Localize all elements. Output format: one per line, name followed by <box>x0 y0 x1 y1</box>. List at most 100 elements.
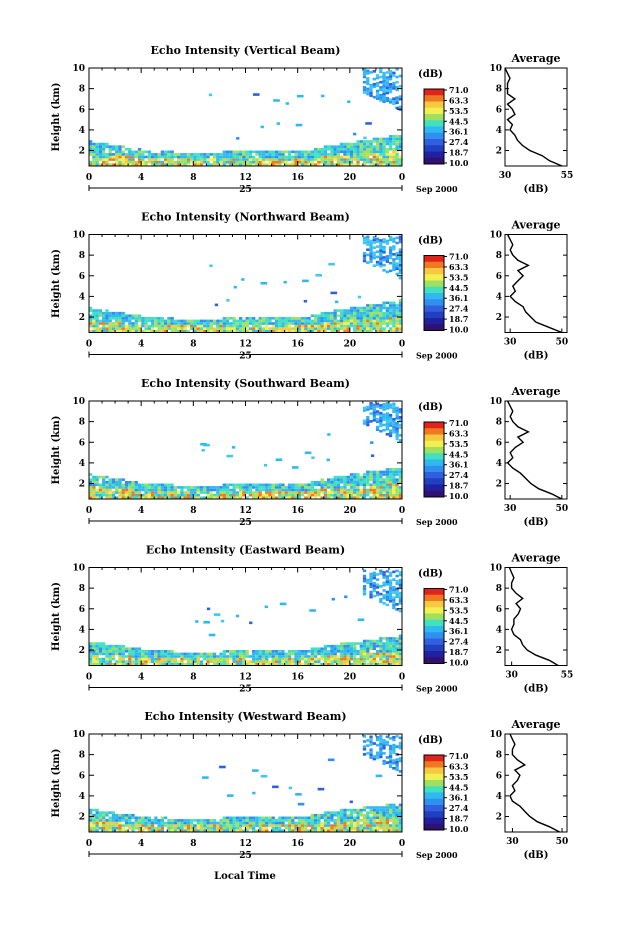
echo-cell <box>340 642 344 645</box>
echo-cell <box>258 150 262 154</box>
echo-cell <box>177 153 181 156</box>
echo-cell <box>320 650 324 653</box>
echo-cell <box>157 319 161 323</box>
echo-cell <box>225 163 230 167</box>
echo-cell <box>111 163 116 167</box>
echo-cell <box>375 309 380 312</box>
echo-cell <box>330 327 334 330</box>
x-tick-label: 8 <box>190 506 196 516</box>
echo-cell <box>359 488 363 492</box>
echo-cell <box>238 486 243 489</box>
echo-cell <box>141 163 145 167</box>
echo-cell <box>375 319 380 323</box>
echo-cell <box>346 644 350 648</box>
echo-cell <box>333 145 337 148</box>
echo-cell <box>359 657 363 661</box>
echo-cell <box>382 418 386 422</box>
echo-cell <box>134 483 138 487</box>
echo-cell <box>323 311 328 315</box>
echo-cell <box>300 662 305 666</box>
echo-cell <box>369 819 373 822</box>
echo-cell <box>297 652 301 656</box>
echo-cell <box>375 808 380 812</box>
echo-cell <box>392 826 396 830</box>
echo-cell <box>366 155 370 159</box>
echo-cell <box>92 808 96 812</box>
echo-cell <box>265 155 269 159</box>
echo-cell <box>349 153 354 156</box>
echo-cell <box>95 813 99 817</box>
echo-cell <box>330 496 334 500</box>
echo-cell <box>369 304 373 307</box>
echo-cell <box>343 147 347 151</box>
echo-cell <box>268 155 272 159</box>
echo-cell <box>128 496 132 500</box>
echo-cell <box>219 655 223 658</box>
echo-cell <box>150 657 155 661</box>
echo-cell <box>183 329 187 333</box>
echo-cell <box>353 493 357 497</box>
echo-cell <box>398 736 403 740</box>
echo-cell <box>382 423 386 427</box>
echo-cell <box>195 620 199 623</box>
echo-cell <box>258 821 262 825</box>
echo-cell <box>353 163 357 167</box>
profile-frame <box>504 67 568 167</box>
echo-cell <box>154 488 158 492</box>
echo-cell <box>124 324 129 328</box>
echo-cell <box>190 324 194 328</box>
echo-cell <box>297 493 301 497</box>
echo-cell <box>274 329 279 333</box>
echo-cell <box>167 317 171 320</box>
echo-cell <box>105 153 109 156</box>
echo-cell <box>362 740 367 743</box>
echo-cell <box>382 79 386 83</box>
echo-cell <box>242 322 246 325</box>
echo-cell <box>105 158 109 161</box>
echo-cell <box>379 652 383 656</box>
echo-cell <box>333 155 337 159</box>
echo-cell <box>92 150 96 154</box>
echo-cell <box>300 163 305 167</box>
echo-cell <box>372 813 376 817</box>
echo-cell <box>323 491 328 494</box>
echo-cell <box>375 774 383 778</box>
echo-cell <box>268 655 272 658</box>
echo-cell <box>248 826 253 830</box>
echo-cell <box>212 329 217 333</box>
echo-cell <box>382 493 386 497</box>
echo-cell <box>160 329 165 333</box>
echo-cell <box>232 322 236 325</box>
echo-cell <box>336 322 341 325</box>
echo-cell <box>287 327 292 330</box>
echo-cell <box>379 824 383 827</box>
echo-cell <box>362 478 367 481</box>
echo-cell <box>208 633 216 637</box>
echo-cell <box>238 483 243 487</box>
echo-cell <box>300 816 305 820</box>
echo-cell <box>173 493 178 497</box>
echo-cell <box>375 496 380 500</box>
echo-cell <box>379 740 383 743</box>
echo-cell <box>206 160 210 164</box>
echo-cell <box>219 819 223 822</box>
echo-cell <box>307 322 311 325</box>
echo-cell <box>186 829 191 833</box>
echo-cell <box>163 150 168 154</box>
echo-cell <box>229 821 233 825</box>
echo-cell <box>379 662 383 666</box>
echo-cell <box>92 158 96 161</box>
echo-cell <box>300 329 305 333</box>
echo-cell <box>219 829 223 833</box>
echo-cell <box>379 75 383 79</box>
echo-cell <box>395 160 399 164</box>
echo-cell <box>297 819 301 822</box>
echo-cell <box>222 657 226 661</box>
echo-cell <box>170 488 174 492</box>
echo-cell <box>242 816 246 820</box>
echo-cell <box>336 480 341 484</box>
echo-cell <box>203 620 210 624</box>
echo-cell <box>121 158 125 161</box>
echo-cell <box>362 483 367 487</box>
echo-cell <box>340 652 344 656</box>
